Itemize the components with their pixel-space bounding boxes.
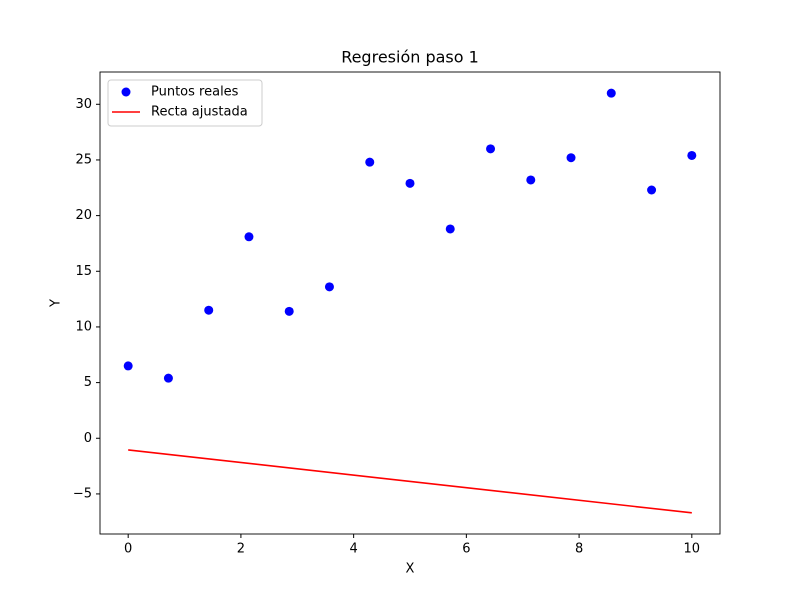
data-point <box>204 305 214 315</box>
data-point <box>365 157 375 167</box>
legend-marker <box>121 87 131 97</box>
x-axis-label: X <box>406 562 415 577</box>
data-point <box>405 178 415 188</box>
y-tick-label: 5 <box>84 375 92 390</box>
legend-label: Puntos reales <box>151 85 239 100</box>
data-point <box>647 185 657 195</box>
data-point <box>244 232 254 242</box>
fit-line <box>128 449 692 514</box>
legend-label: Recta ajustada <box>151 105 248 120</box>
data-point <box>526 175 536 185</box>
legend-box <box>107 79 263 127</box>
data-point <box>445 224 455 234</box>
y-tick-label: 0 <box>84 431 92 446</box>
data-point <box>687 150 697 160</box>
data-point <box>486 144 496 154</box>
x-tick-label: 2 <box>237 542 245 557</box>
y-tick-label: −5 <box>73 486 92 501</box>
data-point <box>566 153 576 163</box>
x-tick-label: 8 <box>575 542 583 557</box>
data-point <box>123 361 133 371</box>
plot-frame <box>99 71 721 535</box>
data-point <box>606 88 616 98</box>
data-point <box>284 306 294 316</box>
y-tick-label: 25 <box>75 152 92 167</box>
x-tick-label: 4 <box>349 542 357 557</box>
y-tick-label: 15 <box>75 264 92 279</box>
x-tick-label: 0 <box>124 542 132 557</box>
x-tick-label: 6 <box>462 542 470 557</box>
y-tick-label: 10 <box>75 319 92 334</box>
y-axis-label: Y <box>49 299 64 308</box>
data-point <box>324 282 334 292</box>
x-tick-label: 10 <box>684 542 701 557</box>
data-point <box>163 373 173 383</box>
y-tick-label: 20 <box>75 208 92 223</box>
y-tick-label: 30 <box>75 97 92 112</box>
chart-title: Regresión paso 1 <box>341 48 479 67</box>
